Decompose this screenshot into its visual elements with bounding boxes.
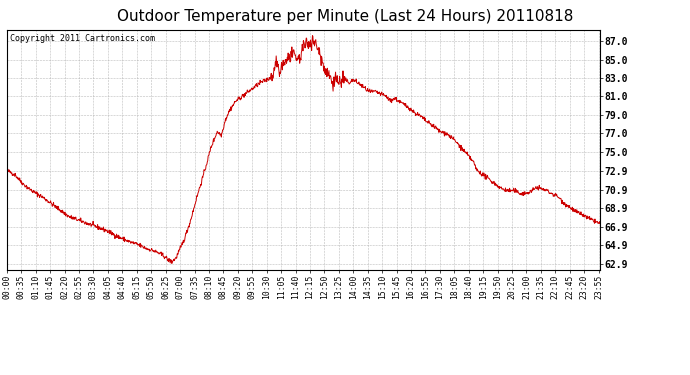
Text: Copyright 2011 Cartronics.com: Copyright 2011 Cartronics.com <box>10 34 155 43</box>
Text: Outdoor Temperature per Minute (Last 24 Hours) 20110818: Outdoor Temperature per Minute (Last 24 … <box>117 9 573 24</box>
